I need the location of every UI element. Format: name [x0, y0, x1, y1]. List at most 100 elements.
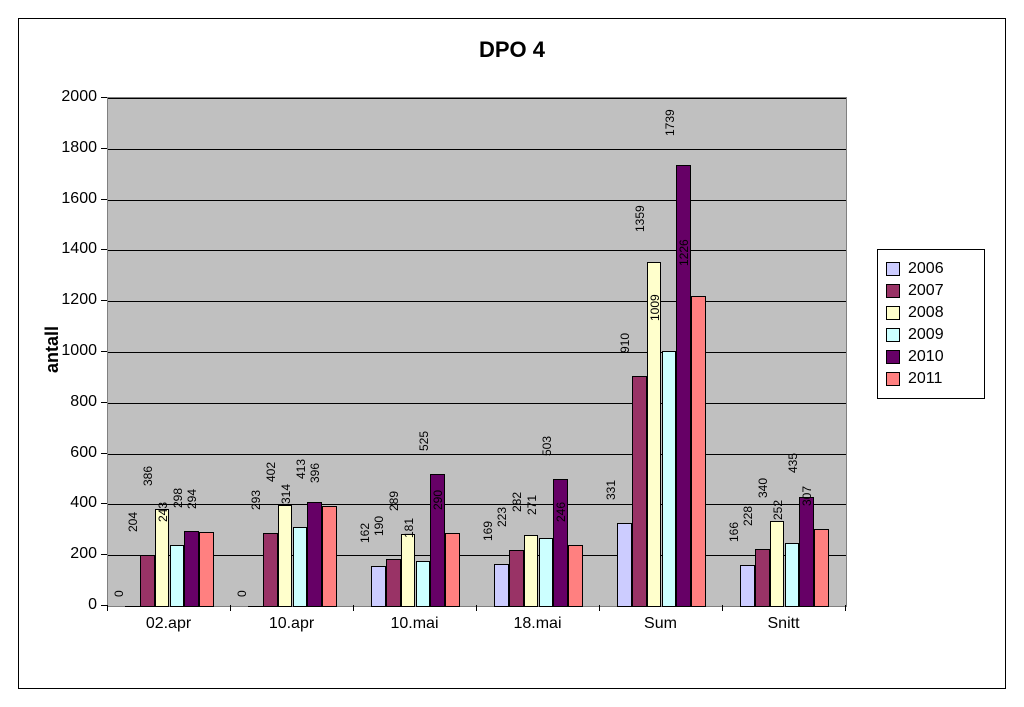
bar-value-label: 223 — [495, 507, 509, 527]
gridline — [108, 403, 846, 404]
x-category-label: 18.mai — [513, 615, 561, 633]
bar-value-label: 271 — [525, 495, 539, 515]
x-category-label: 10.mai — [390, 615, 438, 633]
bar-value-label: 910 — [618, 333, 632, 353]
chart-frame: DPO 4 antall 020438624329829402934023144… — [18, 18, 1006, 689]
gridline — [108, 454, 846, 455]
y-tick-mark — [101, 148, 107, 149]
bar — [248, 606, 263, 607]
bar — [509, 550, 524, 607]
bar-value-label: 0 — [235, 591, 249, 598]
bar-value-label: 386 — [141, 466, 155, 486]
bar — [140, 555, 155, 607]
bar-value-label: 1359 — [633, 205, 647, 232]
bar — [386, 559, 401, 607]
bar-value-label: 294 — [185, 489, 199, 509]
bar — [632, 376, 647, 607]
x-category-label: Sum — [644, 615, 677, 633]
x-tick-mark — [353, 605, 354, 611]
bar-value-label: 525 — [417, 431, 431, 451]
y-tick-label: 1800 — [47, 139, 97, 157]
bar-value-label: 340 — [756, 478, 770, 498]
bar-value-label: 307 — [800, 486, 814, 506]
bar-value-label: 162 — [358, 523, 372, 543]
legend-label: 2011 — [908, 370, 942, 388]
bar — [184, 531, 199, 607]
bar-value-label: 228 — [741, 506, 755, 526]
legend-label: 2006 — [908, 260, 944, 278]
x-category-label: Snitt — [767, 615, 799, 633]
x-tick-mark — [476, 605, 477, 611]
bar — [740, 565, 755, 607]
y-tick-label: 1600 — [47, 190, 97, 208]
bar — [814, 529, 829, 607]
bar — [371, 566, 386, 607]
legend-swatch — [886, 328, 900, 342]
bar-value-label: 166 — [727, 522, 741, 542]
bar — [494, 564, 509, 607]
bar-value-label: 314 — [279, 484, 293, 504]
y-tick-mark — [101, 199, 107, 200]
bar — [278, 505, 293, 607]
bar-value-label: 289 — [387, 491, 401, 511]
legend-swatch — [886, 306, 900, 320]
legend-item: 2007 — [886, 282, 976, 300]
bar-value-label: 204 — [126, 512, 140, 532]
x-tick-mark — [845, 605, 846, 611]
bar — [770, 521, 785, 607]
x-tick-mark — [722, 605, 723, 611]
bar-value-label: 246 — [554, 501, 568, 521]
bar — [155, 509, 170, 607]
bar-value-label: 282 — [510, 492, 524, 512]
bar-value-label: 0 — [112, 591, 126, 598]
bar — [785, 543, 800, 607]
bar — [524, 535, 539, 607]
bar-value-label: 413 — [294, 459, 308, 479]
legend-swatch — [886, 284, 900, 298]
bar-value-label: 396 — [308, 463, 322, 483]
bar — [416, 561, 431, 607]
bar-value-label: 243 — [156, 502, 170, 522]
gridline — [108, 98, 846, 99]
gridline — [108, 555, 846, 556]
bar — [307, 502, 322, 607]
bar — [170, 545, 185, 607]
y-tick-label: 600 — [47, 444, 97, 462]
x-tick-mark — [230, 605, 231, 611]
x-category-label: 10.apr — [269, 615, 314, 633]
bar — [799, 497, 814, 607]
y-tick-label: 1000 — [47, 342, 97, 360]
y-tick-mark — [101, 453, 107, 454]
x-tick-mark — [599, 605, 600, 611]
legend-label: 2007 — [908, 282, 944, 300]
y-tick-mark — [101, 97, 107, 98]
legend-label: 2010 — [908, 348, 944, 366]
bar-value-label: 503 — [540, 436, 554, 456]
y-tick-mark — [101, 554, 107, 555]
y-tick-label: 0 — [47, 596, 97, 614]
y-tick-mark — [101, 300, 107, 301]
y-tick-label: 200 — [47, 545, 97, 563]
bar — [539, 538, 554, 607]
bar-value-label: 290 — [431, 490, 445, 510]
x-category-label: 02.apr — [146, 615, 191, 633]
y-tick-label: 1400 — [47, 240, 97, 258]
gridline — [108, 250, 846, 251]
bar-value-label: 435 — [786, 453, 800, 473]
y-tick-mark — [101, 503, 107, 504]
bar — [199, 532, 214, 607]
bar — [568, 545, 583, 607]
legend-label: 2009 — [908, 326, 944, 344]
bar — [617, 523, 632, 607]
y-tick-label: 2000 — [47, 88, 97, 106]
bar-value-label: 293 — [249, 490, 263, 510]
x-tick-mark — [107, 605, 108, 611]
gridline — [108, 301, 846, 302]
bar-value-label: 331 — [604, 480, 618, 500]
gridline — [108, 200, 846, 201]
bar-value-label: 252 — [771, 500, 785, 520]
chart-title: DPO 4 — [19, 37, 1005, 63]
y-tick-mark — [101, 402, 107, 403]
y-tick-label: 400 — [47, 494, 97, 512]
y-tick-mark — [101, 351, 107, 352]
